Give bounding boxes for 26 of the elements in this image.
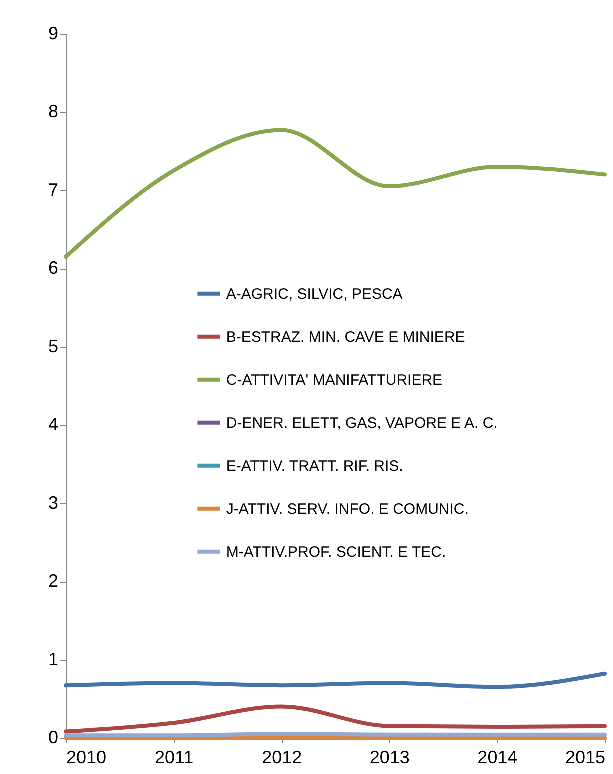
y-tick-label: 2 [48, 571, 58, 592]
y-tick-label: 6 [48, 258, 58, 278]
x-tick-label: 2011 [154, 748, 194, 768]
y-tick-label: 8 [48, 102, 58, 122]
line-series [64, 672, 607, 690]
x-tick-label: 2012 [262, 748, 302, 768]
x-tick-label: 2014 [478, 748, 518, 768]
legend-label: M-ATTIV.PROF. SCIENT. E TEC. [226, 544, 446, 561]
line-series [64, 128, 607, 259]
legend-label: C-ATTIVITA' MANIFATTURIERE [226, 372, 443, 389]
x-tick-label: 2015 [565, 748, 606, 768]
line-series [64, 704, 607, 734]
y-tick-label: 4 [48, 414, 58, 435]
x-tick-label: 2013 [370, 748, 410, 768]
x-tick-label: 2010 [66, 748, 107, 768]
legend-label: J-ATTIV. SERV. INFO. E COMUNIC. [226, 500, 469, 518]
y-tick-label: 1 [48, 649, 58, 670]
legend-label: E-ATTIV. TRATT. RIF. RIS. [226, 458, 404, 475]
y-tick-label: 5 [48, 336, 58, 356]
legend-label: A-AGRIC, SILVIC, PESCA [226, 286, 403, 303]
y-tick-label: 7 [48, 180, 58, 200]
y-tick-label: 9 [48, 24, 58, 44]
y-tick-label: 0 [48, 728, 58, 748]
y-tick-label: 3 [48, 492, 58, 513]
legend-label: B-ESTRAZ. MIN. CAVE E MINIERE [226, 328, 466, 346]
legend-label: D-ENER. ELETT, GAS, VAPORE E A. C. [226, 414, 498, 432]
